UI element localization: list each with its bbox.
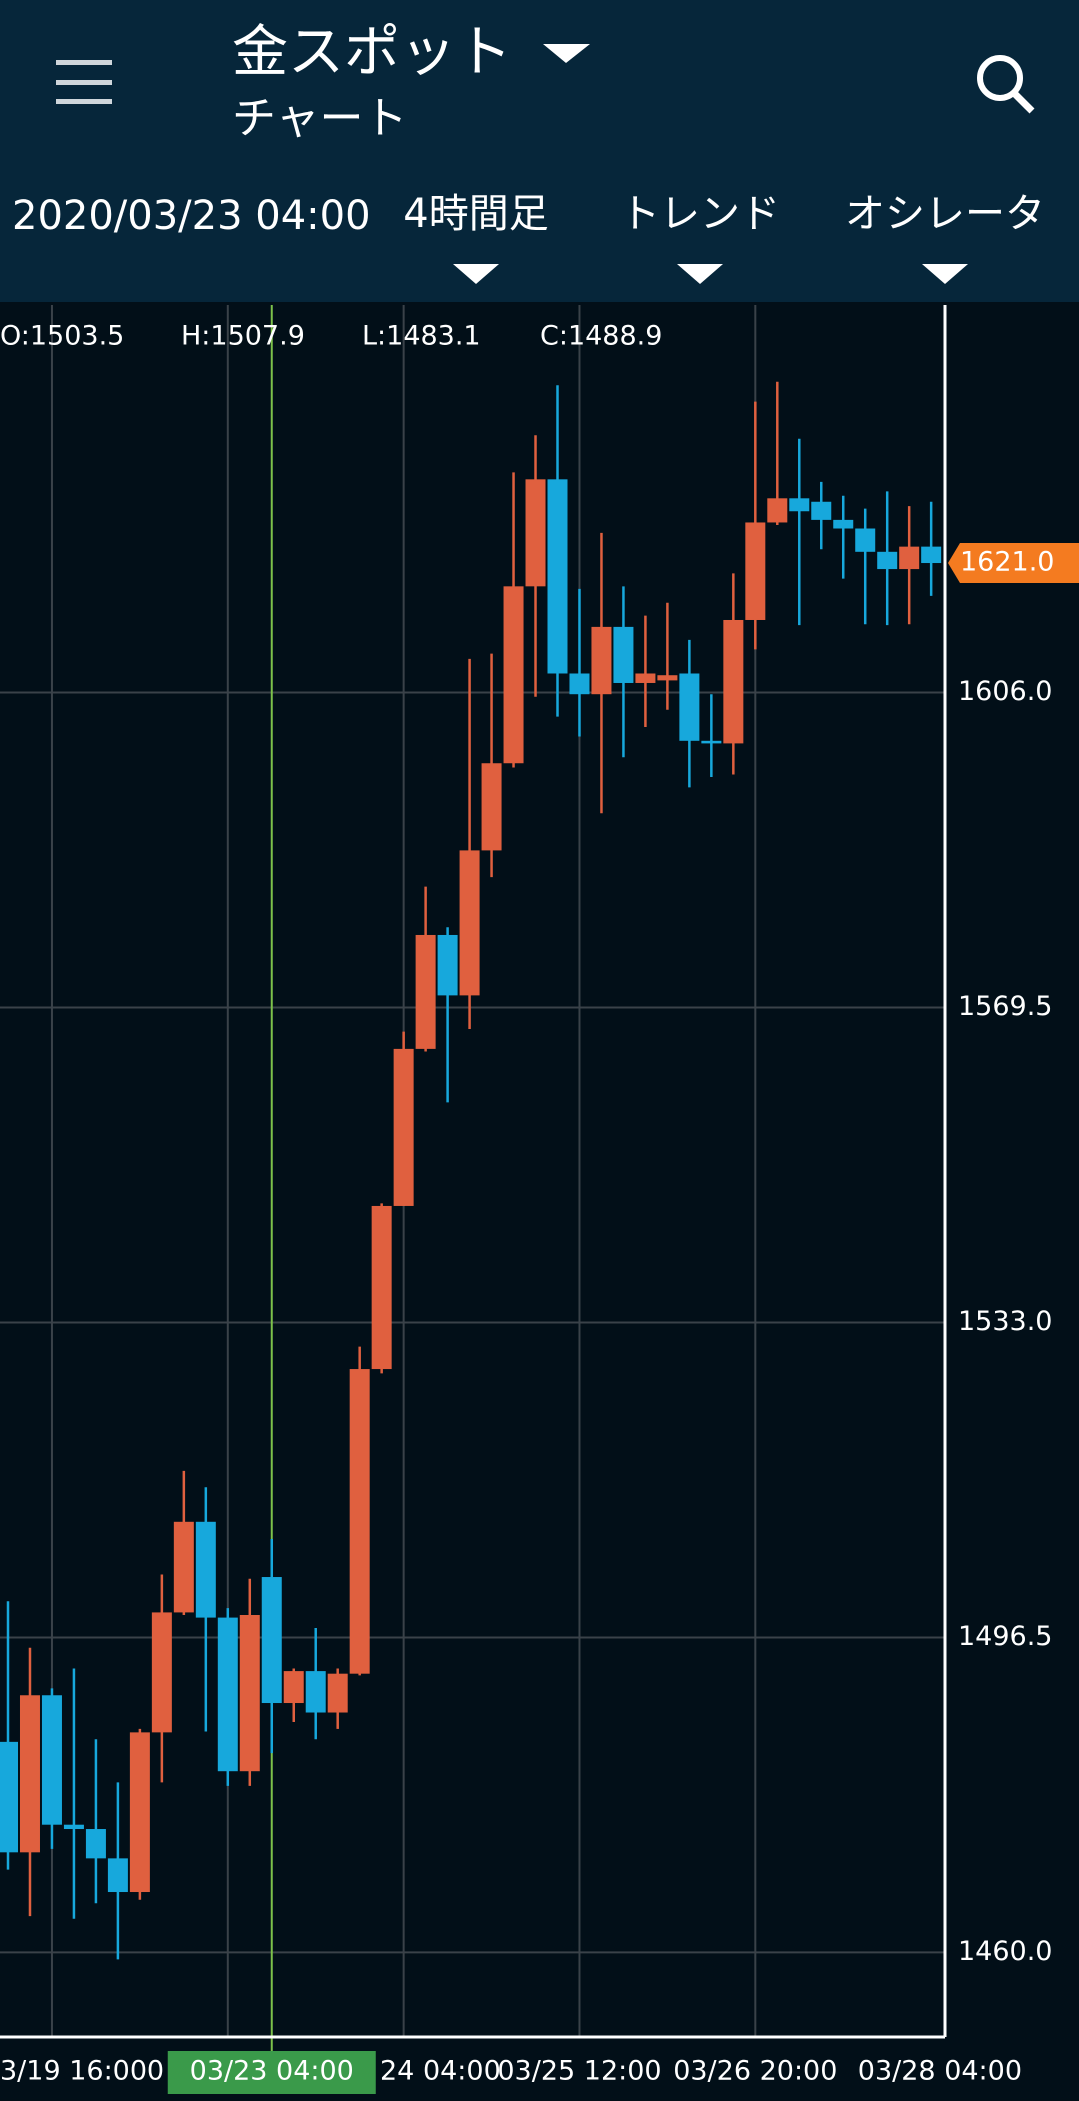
candle-body bbox=[239, 1615, 260, 1772]
candle-body bbox=[173, 1521, 194, 1613]
candle-body bbox=[437, 934, 458, 996]
dropdown-arrow bbox=[453, 264, 499, 284]
candle-body bbox=[195, 1521, 216, 1618]
candle-body bbox=[63, 1824, 84, 1830]
candle-body bbox=[283, 1671, 304, 1704]
x-tick-label: 24 04:00 bbox=[380, 2056, 501, 2087]
candle-body bbox=[503, 586, 524, 764]
candle-body bbox=[371, 1205, 392, 1370]
ohlc-readout: H:1507.9 bbox=[181, 321, 305, 352]
candle-body bbox=[349, 1369, 370, 1674]
search-button[interactable] bbox=[977, 55, 1035, 114]
menu-line bbox=[56, 80, 112, 85]
header-bar bbox=[0, 0, 1079, 302]
candle-body bbox=[789, 498, 810, 512]
candle-body bbox=[767, 498, 788, 523]
candle-body bbox=[833, 519, 854, 529]
candle-body bbox=[305, 1671, 326, 1713]
ohlc-readout: C:1488.9 bbox=[540, 321, 662, 352]
page-subtitle: チャート bbox=[232, 93, 408, 144]
candle-body bbox=[701, 740, 722, 744]
candle-body bbox=[525, 479, 546, 587]
y-tick-label: 1496.5 bbox=[958, 1621, 1052, 1652]
menu-button[interactable] bbox=[56, 60, 112, 104]
ohlc-readout: O:1503.5 bbox=[0, 321, 124, 352]
candle-body bbox=[745, 522, 766, 620]
dropdown-arrow bbox=[922, 264, 968, 284]
candle-body bbox=[261, 1577, 282, 1704]
x-tick-label: 03/26 20:00 bbox=[673, 2056, 837, 2087]
last-price-tag bbox=[948, 543, 1079, 584]
candle-body bbox=[855, 528, 876, 552]
y-tick-label: 1460.0 bbox=[958, 1936, 1052, 1967]
last-price-label: 1621.0 bbox=[960, 547, 1054, 578]
ohlc-readout: L:1483.1 bbox=[362, 321, 481, 352]
candle-body bbox=[877, 551, 898, 570]
y-tick-label: 1533.0 bbox=[958, 1306, 1052, 1337]
menu-line bbox=[56, 99, 112, 104]
candle-body bbox=[547, 479, 568, 674]
y-tick-label: 1606.0 bbox=[958, 676, 1052, 707]
candle-body bbox=[569, 673, 590, 695]
candle-body bbox=[723, 619, 744, 744]
toolbar-dropdown[interactable]: トレンド bbox=[620, 191, 780, 237]
candle-body bbox=[635, 673, 656, 683]
candle-body bbox=[327, 1673, 348, 1713]
candle-body bbox=[921, 546, 942, 564]
candle-body bbox=[41, 1695, 62, 1825]
candle-body bbox=[481, 763, 502, 851]
candle-body bbox=[151, 1612, 172, 1733]
search-lens bbox=[977, 55, 1023, 101]
toolbar-dropdown[interactable]: オシレータ bbox=[845, 191, 1045, 237]
candle-body bbox=[0, 1741, 18, 1853]
y-tick-label: 1569.5 bbox=[958, 991, 1052, 1022]
toolbar-dropdown[interactable]: 4時間足 bbox=[403, 191, 548, 237]
candle-body bbox=[129, 1732, 150, 1893]
chart: 1460.0 1496.5 1533.0 1569.5 1606.0 1621.0 3/19… bbox=[0, 302, 1079, 2101]
crosshair-x-label: 03/23 04:00 bbox=[190, 2056, 354, 2087]
title-dropdown[interactable] bbox=[543, 44, 590, 63]
toolbar-items: 4時間足 トレンド オシレータ bbox=[403, 191, 1045, 284]
candle-body bbox=[415, 934, 436, 1049]
candle-body bbox=[393, 1048, 414, 1206]
candle-body bbox=[19, 1695, 40, 1853]
candle-body bbox=[811, 501, 832, 520]
candle-body bbox=[679, 673, 700, 741]
x-tick-label: 3/19 16:00 bbox=[0, 2056, 147, 2087]
x-tick-label: 03/25 12:00 bbox=[497, 2056, 661, 2087]
candle-body bbox=[217, 1617, 238, 1772]
candle-body bbox=[657, 675, 678, 681]
plot-background bbox=[0, 302, 1079, 2101]
crosshair-label-box bbox=[167, 2051, 376, 2094]
candle-body bbox=[459, 850, 480, 996]
x-tick-label: 0 bbox=[147, 2056, 164, 2087]
candle-body bbox=[107, 1858, 128, 1893]
page-title[interactable]: 金スポット bbox=[232, 20, 512, 85]
x-tick-label: 03/28 04:00 bbox=[858, 2056, 1022, 2087]
toolbar-datetime: 2020/03/23 04:00 bbox=[12, 193, 371, 239]
candle-body bbox=[591, 626, 612, 695]
menu-line bbox=[56, 60, 112, 65]
search-handle bbox=[1011, 90, 1035, 114]
candle-body bbox=[899, 546, 920, 570]
dropdown-arrow bbox=[677, 264, 723, 284]
candle-body bbox=[85, 1829, 106, 1859]
candle-body bbox=[613, 626, 634, 683]
